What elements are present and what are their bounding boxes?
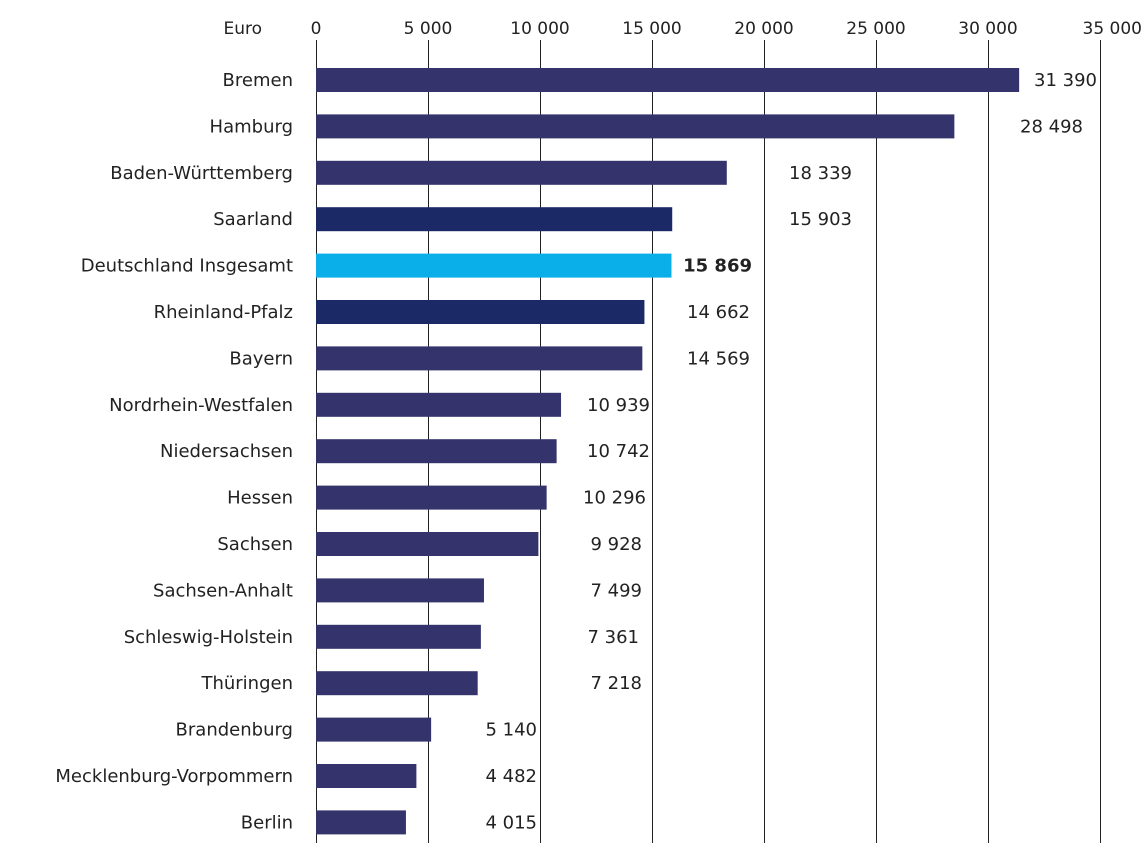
bar — [316, 532, 539, 556]
category-label: Sachsen — [217, 534, 293, 555]
bar — [316, 207, 673, 232]
value-label: 18 339 — [789, 163, 852, 184]
category-label: Berlin — [241, 812, 293, 833]
category-label: Hamburg — [210, 116, 293, 137]
value-label: 10 296 — [583, 488, 646, 509]
bar — [316, 439, 557, 464]
category-label: Sachsen-Anhalt — [153, 580, 293, 601]
category-label: Brandenburg — [176, 720, 293, 741]
value-label: 4 015 — [485, 812, 537, 833]
value-label: 7 361 — [587, 627, 639, 648]
value-label: 14 569 — [687, 348, 750, 369]
bar — [316, 160, 727, 185]
bars — [316, 68, 1020, 835]
bar — [316, 346, 643, 371]
bar — [316, 671, 478, 696]
value-label: 7 499 — [590, 580, 642, 601]
category-label: Hessen — [227, 488, 293, 509]
category-label: Saarland — [213, 209, 293, 230]
category-label: Bremen — [223, 70, 293, 91]
value-label: 7 218 — [590, 673, 642, 694]
x-tick-label: 35 000 — [1083, 19, 1142, 39]
value-label: 5 140 — [485, 720, 537, 741]
x-axis-ticks: 0 5 000 10 000 15 000 20 000 25 000 30 000 35 0… — [311, 19, 1142, 54]
bar — [316, 68, 1020, 92]
bar — [316, 578, 484, 603]
value-label: 31 390 — [1034, 70, 1097, 91]
x-tick-label: 30 000 — [958, 19, 1017, 39]
x-tick-label: 15 000 — [622, 19, 681, 39]
category-label: Deutschland Insgesamt — [81, 256, 293, 277]
category-label: Niedersachsen — [160, 441, 293, 462]
bar — [316, 810, 406, 835]
bar — [316, 764, 417, 788]
bar — [316, 485, 547, 510]
value-labels: 31 390 28 498 18 339 15 903 15 869 14 662 14 5… — [485, 70, 1097, 833]
x-tick-label: 25 000 — [846, 19, 905, 39]
category-labels: Bremen Hamburg Baden-Württemberg Saarland De… — [55, 70, 293, 833]
bar — [316, 300, 645, 324]
category-label: Schleswig-Holstein — [124, 627, 293, 648]
value-label: 9 928 — [590, 534, 642, 555]
bar — [316, 624, 481, 649]
bar — [316, 717, 432, 742]
bar — [316, 253, 672, 278]
category-label: Nordrhein-Westfalen — [109, 395, 293, 416]
category-label: Thüringen — [200, 673, 293, 694]
value-label: 28 498 — [1020, 116, 1083, 137]
bar — [316, 392, 562, 417]
x-tick-label: 20 000 — [734, 19, 793, 39]
category-label: Rheinland-Pfalz — [154, 302, 293, 323]
x-tick-label: 5 000 — [404, 19, 453, 39]
category-label: Baden-Württemberg — [110, 163, 293, 184]
x-tick-label: 0 — [311, 19, 322, 39]
x-axis-label: Euro — [223, 19, 262, 39]
category-label: Mecklenburg-Vorpommern — [55, 766, 293, 787]
bar — [316, 114, 955, 139]
value-label: 10 939 — [587, 395, 650, 416]
x-tick-label: 10 000 — [510, 19, 569, 39]
value-label: 10 742 — [587, 441, 650, 462]
value-label: 14 662 — [687, 302, 750, 323]
value-label: 15 869 — [683, 256, 752, 277]
value-label: 4 482 — [485, 766, 537, 787]
value-label: 15 903 — [789, 209, 852, 230]
category-label: Bayern — [229, 348, 293, 369]
